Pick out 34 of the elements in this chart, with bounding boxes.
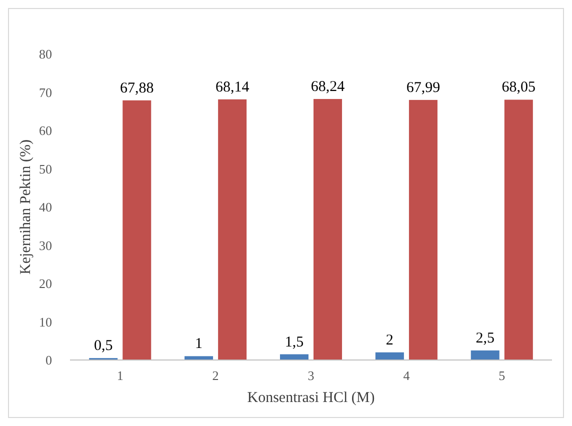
y-tick-label: 20	[39, 276, 52, 292]
y-tick-label: 70	[39, 84, 52, 100]
x-tick-label: 5	[498, 368, 506, 383]
bar	[408, 100, 438, 360]
data-label: 68,05	[502, 80, 536, 96]
bar	[184, 356, 214, 360]
bar	[218, 99, 247, 360]
data-label: 2	[386, 332, 394, 348]
data-label: 0,5	[94, 338, 113, 354]
bar	[375, 352, 404, 360]
data-label: 67,88	[120, 80, 154, 96]
data-label: 68,24	[310, 78, 346, 95]
x-tick-label: 1	[116, 368, 124, 383]
bar	[314, 98, 342, 360]
bar	[504, 100, 533, 360]
y-tick-label: 10	[39, 314, 52, 330]
y-tick-label: 0	[46, 352, 52, 368]
data-label: 68,14	[215, 79, 250, 96]
data-label: 2,5	[476, 330, 494, 346]
y-tick-label: 30	[39, 238, 52, 253]
data-label: 1,5	[284, 334, 304, 350]
x-axis-title: Konsentrasi HCl (M)	[247, 390, 375, 406]
bar	[122, 100, 152, 360]
x-tick-label: 3	[308, 368, 314, 383]
y-axis-title: Kejernihan Pektin (%)	[18, 140, 34, 274]
bar	[470, 350, 500, 360]
y-tick-label: 60	[39, 123, 52, 138]
x-tick-label: 2	[212, 368, 219, 383]
y-tick-label: 40	[39, 200, 52, 215]
x-tick-label: 4	[403, 368, 410, 383]
y-tick-label: 50	[39, 161, 52, 176]
data-label: 1	[195, 336, 203, 352]
y-tick-label: 80	[39, 46, 52, 62]
data-label: 67,99	[406, 80, 440, 96]
